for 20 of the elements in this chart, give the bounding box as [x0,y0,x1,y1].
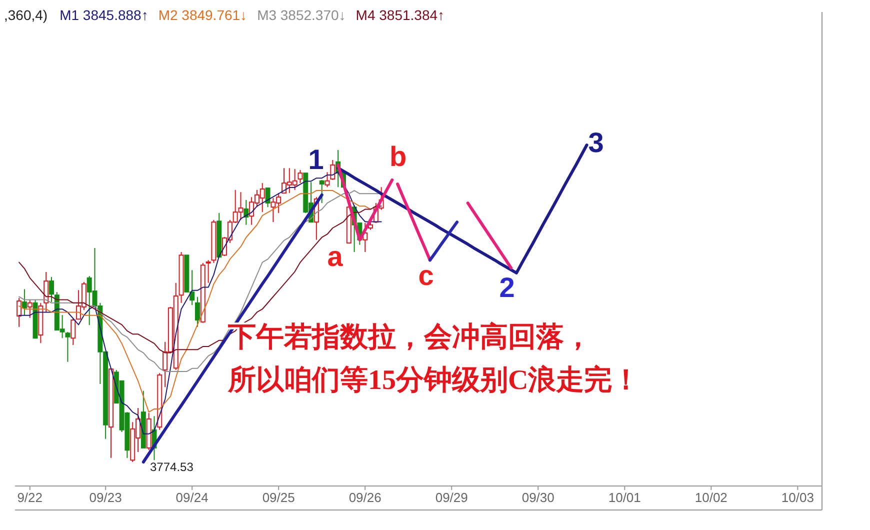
x-tick-label: 09/29 [435,490,468,505]
x-tick-label: 10/01 [608,490,641,505]
annotation: 1 [308,144,324,175]
x-tick-label: 09/25 [262,490,295,505]
x-tick-label: 09/26 [348,490,382,505]
x-tick-label: 10/02 [694,490,728,505]
annotation: b [389,141,407,172]
x-tick-label: 9/22 [17,490,43,505]
annotation: 所以咱们等15分钟级别C浪走完！ [228,365,640,396]
annotation: a [327,241,343,272]
x-tick-label: 10/03 [781,490,814,505]
x-tick-label: 09/24 [176,490,208,505]
annotation: 2 [499,272,515,303]
annotation: 下午若指数拉，会冲高回落， [228,322,592,353]
x-tick-label: 09/30 [522,490,554,505]
legend: ,360,4) M1 3845.888↑ M2 3849.761↓ M3 3852.370↓ M4 3851.384↑ [4,7,445,23]
x-tick-label: 09/23 [89,490,122,505]
annotation: 3774.53 [150,460,194,474]
annotation: c [418,260,434,291]
annotation: 3 [588,127,604,158]
